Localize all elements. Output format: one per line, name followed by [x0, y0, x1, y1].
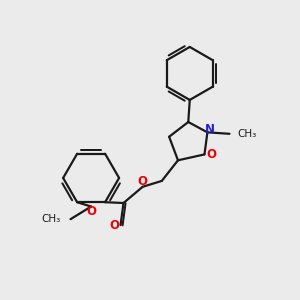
Text: O: O — [109, 219, 119, 232]
Text: CH₃: CH₃ — [42, 214, 61, 224]
Text: CH₃: CH₃ — [238, 129, 257, 139]
Text: N: N — [205, 124, 215, 136]
Text: O: O — [206, 148, 216, 161]
Text: O: O — [86, 205, 96, 218]
Text: O: O — [138, 175, 148, 188]
